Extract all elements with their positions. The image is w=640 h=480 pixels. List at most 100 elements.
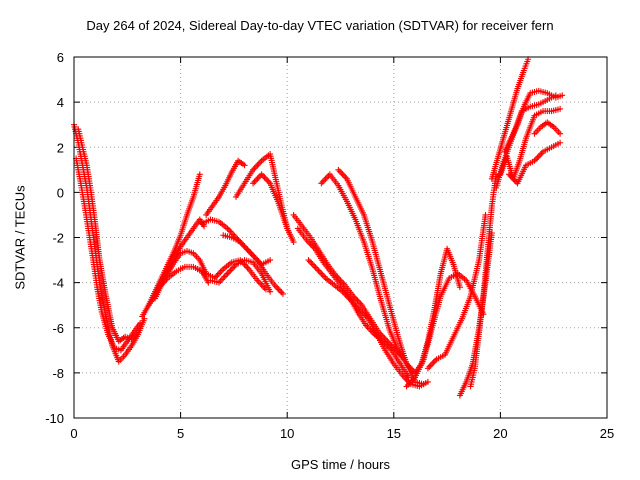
data-point <box>323 174 330 181</box>
series-sat-ac <box>505 139 564 187</box>
data-point <box>309 261 316 268</box>
data-point <box>430 359 437 366</box>
data-point <box>557 105 564 112</box>
data-point <box>224 270 231 277</box>
data-point <box>242 263 249 270</box>
data-point <box>277 287 284 294</box>
y-tick-label: -2 <box>52 231 64 246</box>
data-point <box>306 258 313 265</box>
data-point <box>258 171 265 178</box>
data-point <box>341 172 348 179</box>
data-point <box>319 272 326 279</box>
data-point <box>225 269 232 276</box>
data-point <box>255 160 262 167</box>
data-point <box>257 280 264 287</box>
data-point <box>318 180 325 187</box>
data-point <box>314 266 321 273</box>
data-point <box>241 162 248 169</box>
series-sat-h <box>203 157 248 218</box>
y-tick-label: 6 <box>57 50 64 65</box>
data-point <box>278 289 285 296</box>
data-point <box>312 264 319 271</box>
data-point <box>260 172 267 179</box>
data-point <box>137 320 144 327</box>
data-point <box>420 381 427 388</box>
data-point <box>305 257 312 264</box>
data-point <box>557 139 564 146</box>
data-point <box>134 329 141 336</box>
data-point <box>250 180 257 187</box>
data-point <box>262 175 269 182</box>
y-tick-label: 0 <box>57 185 64 200</box>
data-point <box>274 284 281 291</box>
data-point <box>215 270 222 277</box>
series-sat-y <box>488 56 532 182</box>
data-point <box>424 365 431 372</box>
data-point <box>279 290 286 297</box>
data-point <box>241 243 248 250</box>
data-point <box>223 272 230 279</box>
series-sat-d <box>139 171 203 320</box>
data-point <box>336 168 343 175</box>
data-point <box>557 130 564 137</box>
data-point <box>217 269 224 276</box>
series-sat-u <box>412 245 463 376</box>
data-point <box>245 248 252 255</box>
data-point <box>217 278 224 285</box>
data-point <box>482 211 489 218</box>
data-point <box>254 175 261 182</box>
data-point <box>228 266 235 273</box>
data-point <box>267 288 274 295</box>
data-point <box>258 281 265 288</box>
y-tick-label: -8 <box>52 366 64 381</box>
grid-lines <box>74 57 607 418</box>
data-point <box>267 257 274 264</box>
data-point <box>311 263 318 270</box>
data-point <box>322 175 329 182</box>
data-point <box>247 249 254 256</box>
data-point <box>315 267 322 274</box>
data-point <box>251 254 258 261</box>
x-tick-label: 0 <box>70 426 77 441</box>
data-point <box>275 286 282 293</box>
data-marks <box>71 56 566 399</box>
data-point <box>227 228 234 235</box>
y-tick-label: 4 <box>57 95 64 110</box>
series-sat-o <box>290 211 408 363</box>
series-sat-s <box>335 166 427 388</box>
data-point <box>257 159 264 166</box>
data-point <box>456 284 463 291</box>
data-point <box>264 177 271 184</box>
data-point <box>196 171 203 178</box>
data-point <box>537 151 544 158</box>
data-point <box>227 267 234 274</box>
data-point <box>255 174 262 181</box>
data-point <box>213 273 220 280</box>
x-tick-label: 25 <box>600 426 614 441</box>
x-tick-label: 5 <box>177 426 184 441</box>
data-point <box>559 92 566 99</box>
data-point <box>534 154 541 161</box>
data-point <box>244 264 251 271</box>
data-point <box>338 169 345 176</box>
series-sat-ad <box>531 119 564 137</box>
data-point <box>535 153 542 160</box>
data-point <box>335 166 342 173</box>
data-point <box>254 162 261 169</box>
x-axis-label: GPS time / hours <box>291 457 390 472</box>
chart-title: Day 264 of 2024, Sidereal Day-to-day VTE… <box>86 18 554 33</box>
y-tick-label: 2 <box>57 140 64 155</box>
data-point <box>242 245 249 252</box>
data-point <box>248 251 255 258</box>
series-sat-q <box>305 257 431 390</box>
series-sat-n <box>250 171 297 246</box>
data-point <box>251 178 258 185</box>
data-point <box>308 260 315 267</box>
y-tick-label: -10 <box>45 411 64 426</box>
data-point <box>321 177 328 184</box>
data-point <box>321 273 328 280</box>
data-point <box>261 174 268 181</box>
series-sat-c <box>75 126 141 345</box>
plot-frame <box>73 56 608 419</box>
data-point <box>424 378 431 385</box>
